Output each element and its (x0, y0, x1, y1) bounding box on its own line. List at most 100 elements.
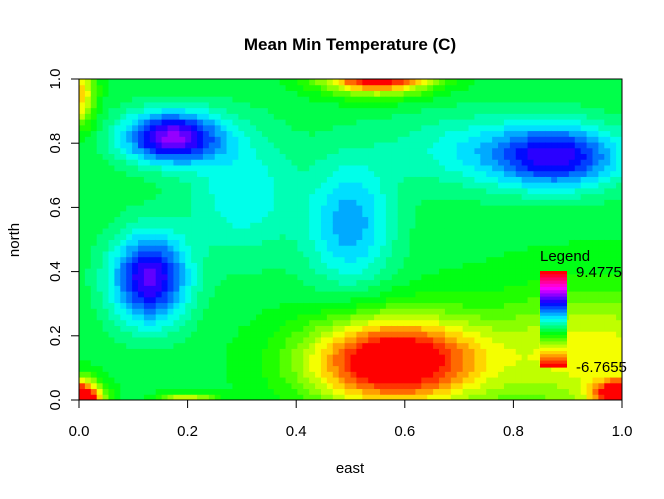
heat-cell (197, 371, 204, 378)
heat-cell (480, 79, 487, 86)
heat-cell (385, 90, 393, 97)
heat-cell (250, 136, 257, 143)
heat-cell (598, 193, 605, 200)
heat-cell (409, 377, 416, 384)
heat-cell (533, 371, 540, 378)
heat-cell (214, 84, 222, 91)
heat-cell (338, 84, 346, 91)
heat-cell (332, 170, 340, 177)
heat-cell (450, 291, 458, 298)
heat-cell (149, 233, 157, 240)
heat-cell (191, 113, 198, 120)
heat-cell (79, 130, 86, 137)
heat-cell (238, 371, 245, 378)
heat-cell (238, 210, 245, 218)
heat-cell (574, 187, 582, 195)
heat-cell (114, 314, 121, 321)
heat-cell (220, 365, 228, 372)
heat-cell (350, 388, 357, 395)
heat-cell (468, 90, 475, 97)
heat-cell (102, 101, 110, 109)
heat-cell (214, 296, 222, 304)
heat-cell (509, 319, 517, 326)
heat-cell (350, 331, 357, 338)
heat-cell (486, 388, 493, 395)
heat-cell (533, 182, 540, 189)
heat-cell (568, 314, 576, 321)
heat-cell (397, 96, 405, 103)
heat-cell (79, 296, 86, 304)
heat-cell (214, 222, 222, 229)
heat-cell (114, 365, 121, 372)
heat-cell (385, 239, 393, 246)
heat-cell (326, 205, 334, 212)
heat-cell (138, 296, 145, 304)
heat-cell (503, 239, 511, 246)
heat-cell (161, 279, 169, 286)
heat-cell (374, 187, 381, 195)
heat-cell (356, 256, 363, 263)
heat-cell (350, 216, 357, 223)
heat-cell (586, 216, 593, 223)
heat-cell (450, 210, 458, 218)
heat-cell (380, 279, 387, 286)
heat-cell (486, 147, 493, 155)
heat-cell (197, 210, 204, 218)
heat-cell (132, 250, 139, 258)
heat-cell (84, 199, 92, 206)
heat-cell (279, 377, 287, 384)
heat-cell (574, 119, 582, 126)
heat-cell (356, 124, 363, 132)
heat-cell (486, 96, 493, 103)
heat-cell (486, 107, 493, 114)
heat-cell (562, 199, 570, 206)
heat-cell (143, 319, 151, 326)
heat-cell (415, 273, 422, 281)
heat-cell (114, 382, 121, 390)
heat-cell (492, 359, 499, 367)
heat-cell (486, 285, 493, 292)
heat-cell (486, 124, 493, 132)
heat-cell (574, 170, 582, 177)
heat-cell (197, 216, 204, 223)
heat-cell (498, 314, 505, 321)
heat-cell (474, 268, 481, 275)
heat-cell (297, 262, 304, 269)
heat-cell (149, 205, 157, 212)
heat-cell (344, 250, 351, 258)
heat-cell (167, 245, 174, 252)
heat-cell (527, 342, 534, 349)
heat-cell (226, 222, 233, 229)
heat-cell (214, 142, 222, 149)
heat-cell (598, 308, 605, 315)
heat-cell (362, 96, 369, 103)
heat-cell (356, 325, 363, 332)
heat-cell (385, 142, 393, 149)
heat-cell (380, 256, 387, 263)
heat-cell (586, 331, 593, 338)
heat-cell (191, 348, 198, 355)
heat-cell (368, 170, 375, 177)
heat-cell (202, 216, 210, 223)
heat-cell (486, 262, 493, 269)
heat-cell (480, 205, 487, 212)
heat-cell (149, 331, 157, 338)
heat-cell (143, 142, 151, 149)
heat-cell (551, 210, 558, 218)
heat-cell (315, 182, 322, 189)
heat-cell (557, 262, 564, 269)
heat-cell (403, 279, 411, 286)
heat-cell (197, 314, 204, 321)
heat-cell (592, 199, 599, 206)
heat-cell (503, 331, 511, 338)
heat-cell (592, 222, 599, 229)
heat-cell (462, 365, 470, 372)
heat-cell (450, 107, 458, 114)
heat-cell (232, 147, 239, 155)
heat-cell (545, 365, 552, 372)
heat-cell (155, 107, 163, 114)
heat-cell (126, 187, 133, 195)
heat-cell (173, 354, 180, 361)
heat-cell (185, 302, 192, 309)
heat-cell (167, 79, 174, 86)
